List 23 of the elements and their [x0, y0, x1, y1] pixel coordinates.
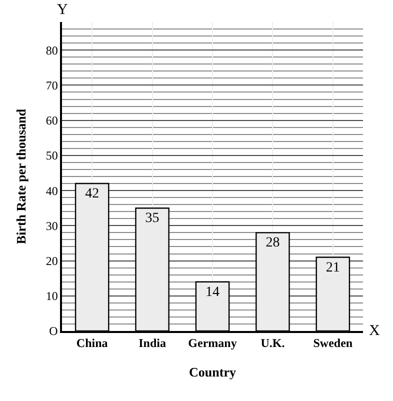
text: X [369, 323, 380, 339]
x-tick-label: Germany [188, 336, 237, 350]
y-axis-title: Birth Rate per thousand [14, 108, 28, 244]
data-label: 42 [85, 186, 100, 202]
y-tick-label: 20 [46, 254, 58, 268]
y-tick-label: 40 [46, 184, 58, 198]
y-tick-label: 80 [46, 43, 58, 58]
x-axis-title: Country [189, 364, 236, 380]
x-tick-label: China [76, 336, 108, 350]
y-tick-label: 10 [46, 289, 58, 304]
text: Y [57, 2, 68, 18]
y-tick-label: 50 [46, 148, 58, 163]
data-label: 14 [206, 284, 220, 300]
y-tick-label: 30 [46, 218, 58, 233]
y-tick-label: 60 [46, 114, 58, 128]
data-label: 35 [145, 211, 160, 226]
y-tick-label: O [49, 324, 58, 338]
x-tick-label: U.K. [260, 336, 285, 350]
x-tick-label: Sweden [313, 336, 353, 350]
y-tick-label: 70 [46, 78, 58, 92]
data-label: 28 [266, 236, 280, 251]
data-label: 21 [326, 260, 340, 276]
x-tick-label: India [138, 336, 166, 350]
